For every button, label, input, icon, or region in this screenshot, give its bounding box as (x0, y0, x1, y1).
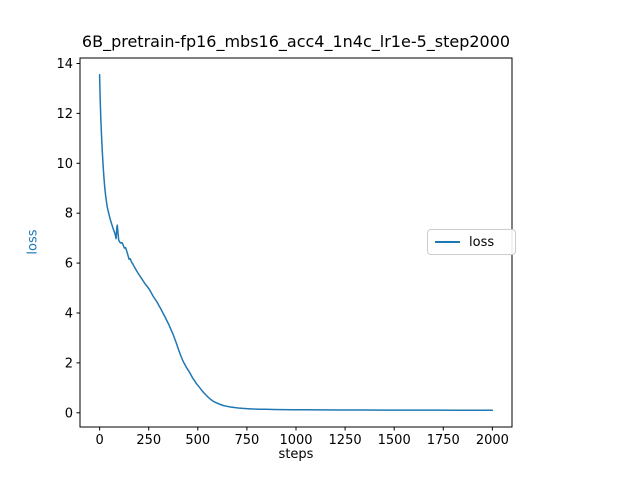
legend: loss (427, 229, 516, 255)
x-tick-label: 1750 (427, 433, 460, 448)
y-tick-label: 10 (56, 157, 73, 172)
x-tick-label: 2000 (476, 433, 509, 448)
loss-curve (98, 73, 494, 411)
y-tick-label: 0 (65, 406, 73, 421)
y-tick-label: 14 (56, 57, 73, 72)
x-tick-label: 1000 (279, 433, 312, 448)
x-tick-label: 500 (185, 433, 210, 448)
x-tick-label: 1250 (329, 433, 362, 448)
y-tick-label: 4 (65, 306, 73, 321)
legend-entry-label: loss (469, 234, 495, 250)
x-tick-label: 750 (234, 433, 259, 448)
y-tick-label: 12 (56, 107, 73, 122)
y-axis-label: loss (25, 229, 41, 255)
y-tick-label: 2 (65, 356, 73, 371)
x-tick-label: 250 (136, 433, 161, 448)
legend-line-sample-icon (435, 241, 460, 243)
x-tick-label: 0 (95, 433, 103, 448)
y-tick-label: 6 (65, 257, 73, 272)
chart-title: 6B_pretrain-fp16_mbs16_acc4_1n4c_lr1e-5_… (81, 32, 511, 51)
x-axis-label: steps (278, 447, 314, 462)
y-tick-label: 8 (65, 207, 73, 222)
x-tick-label: 1500 (378, 433, 411, 448)
